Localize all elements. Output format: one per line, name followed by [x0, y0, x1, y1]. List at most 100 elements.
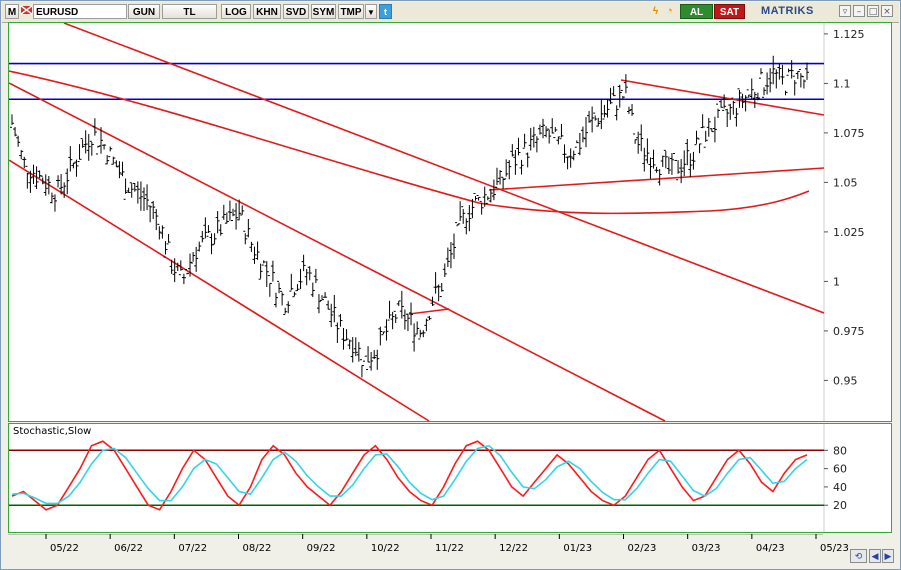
ohlc-bar	[798, 68, 803, 88]
tmp-button[interactable]: TMP	[338, 4, 364, 19]
buy-button[interactable]: AL	[680, 4, 713, 19]
ohlc-bar	[501, 176, 506, 189]
date-tick-label: 09/22	[307, 543, 336, 554]
ohlc-bar	[95, 145, 100, 155]
ohlc-bar	[313, 268, 318, 284]
ohlc-bar	[148, 205, 153, 223]
ohlc-bar	[445, 247, 450, 267]
ohlc-bar	[37, 170, 42, 179]
ohlc-bar	[141, 187, 146, 211]
ohlc-bar	[519, 159, 524, 175]
ohlc-bar	[765, 72, 770, 95]
minimize-icon[interactable]: –	[853, 5, 865, 17]
ohlc-bar	[482, 186, 487, 207]
ohlc-bar	[34, 166, 39, 189]
ohlc-bar	[46, 175, 51, 195]
ohlc-bar	[102, 144, 107, 150]
ohlc-bar	[513, 149, 518, 175]
date-tick-label: 05/22	[50, 543, 79, 554]
ohlc-bar	[547, 128, 552, 144]
ohlc-bar	[59, 174, 64, 195]
ohlc-bar	[151, 200, 156, 220]
ohlc-bar	[590, 106, 595, 133]
ohlc-bar	[605, 98, 610, 118]
ohlc-bar	[320, 295, 325, 301]
ohlc-bar	[129, 182, 134, 198]
symbol-field[interactable]: EURUSD	[33, 4, 127, 19]
ohlc-bar	[387, 300, 392, 321]
ohlc-bar	[596, 117, 601, 127]
price-chart: 1.125 1.1 1.075 1.05 1.025 1 0.975 0.95	[8, 22, 865, 422]
ohlc-bar	[470, 198, 475, 219]
ohlc-bar	[801, 76, 806, 89]
ohlc-bar	[203, 217, 208, 239]
ohlc-bar	[636, 131, 641, 154]
scroll-left-icon[interactable]: ◀	[869, 549, 881, 563]
khn-button[interactable]: KHN	[253, 4, 281, 19]
ohlc-bar	[676, 160, 681, 181]
ohlc-bar	[323, 292, 328, 298]
ohlc-bar	[289, 273, 294, 292]
date-tick-label: 12/22	[499, 543, 528, 554]
ohlc-bar	[427, 316, 432, 321]
ohlc-bar	[593, 112, 598, 121]
ohlc-bar	[372, 350, 377, 360]
dropdown-arrow-icon[interactable]: ▼	[365, 4, 377, 19]
price-tick-label: 1.05	[833, 176, 858, 189]
ohlc-bar	[126, 187, 131, 194]
ohlc-bar	[231, 208, 236, 222]
ohlc-bar	[715, 103, 720, 119]
ohlc-bar	[89, 140, 94, 156]
ohlc-bar	[452, 233, 457, 259]
ohlc-bar	[415, 321, 420, 335]
ohlc-bar	[13, 127, 18, 137]
period-button[interactable]: GUN	[128, 4, 160, 19]
menu-m-button[interactable]: M	[5, 4, 19, 19]
close-icon[interactable]: ×	[881, 5, 893, 17]
stochastic-pane[interactable]: 80 60 40 20	[8, 423, 892, 533]
ohlc-bar	[16, 135, 21, 147]
ohlc-bar	[682, 150, 687, 177]
ohlc-bar	[734, 107, 739, 127]
price-pane[interactable]: 1.125 1.1 1.075 1.05 1.025 1 0.975 0.95	[8, 22, 892, 422]
rss-icon[interactable]: ◔	[666, 5, 673, 17]
ohlc-bar	[522, 133, 527, 149]
maximize-icon[interactable]: □	[867, 5, 879, 17]
ohlc-bar	[163, 241, 168, 258]
trend-line	[408, 308, 450, 315]
ohlc-bar	[56, 175, 61, 188]
ohlc-bar	[688, 153, 693, 177]
ohlc-bar	[326, 300, 331, 310]
ohlc-bar	[599, 99, 604, 130]
ohlc-bar	[752, 91, 757, 109]
ohlc-bar	[461, 206, 466, 224]
ohlc-bar	[310, 282, 315, 298]
ohlc-bar	[746, 89, 751, 98]
ohlc-bar	[292, 291, 297, 298]
twitter-icon[interactable]: t	[379, 4, 392, 19]
date-tick-label: 04/23	[756, 543, 785, 554]
sym-button[interactable]: SYM	[311, 4, 336, 19]
ohlc-bar	[234, 203, 239, 230]
svd-button[interactable]: SVD	[283, 4, 309, 19]
ohlc-bar	[145, 184, 150, 211]
ohlc-bar	[510, 144, 515, 157]
ohlc-bar	[531, 126, 536, 148]
ohlc-bar	[491, 179, 496, 201]
stoch-tick-label: 60	[833, 463, 847, 476]
scroll-right-icon[interactable]: ▶	[882, 549, 894, 563]
currency-button[interactable]: TL	[162, 4, 217, 19]
ohlc-bar	[780, 64, 785, 85]
restore-icon[interactable]: ▿	[839, 5, 851, 17]
lightning-icon[interactable]: ϟ	[652, 6, 659, 17]
stochastic-title: Stochastic,Slow	[13, 426, 92, 437]
ohlc-bar	[402, 309, 407, 330]
log-button[interactable]: LOG	[221, 4, 251, 19]
refresh-icon[interactable]: ⟲	[850, 549, 867, 563]
ohlc-bar	[725, 108, 730, 128]
sell-button[interactable]: SAT	[714, 4, 745, 19]
ohlc-bar	[52, 194, 57, 212]
trend-line	[620, 79, 825, 116]
ohlc-bar	[789, 60, 794, 79]
